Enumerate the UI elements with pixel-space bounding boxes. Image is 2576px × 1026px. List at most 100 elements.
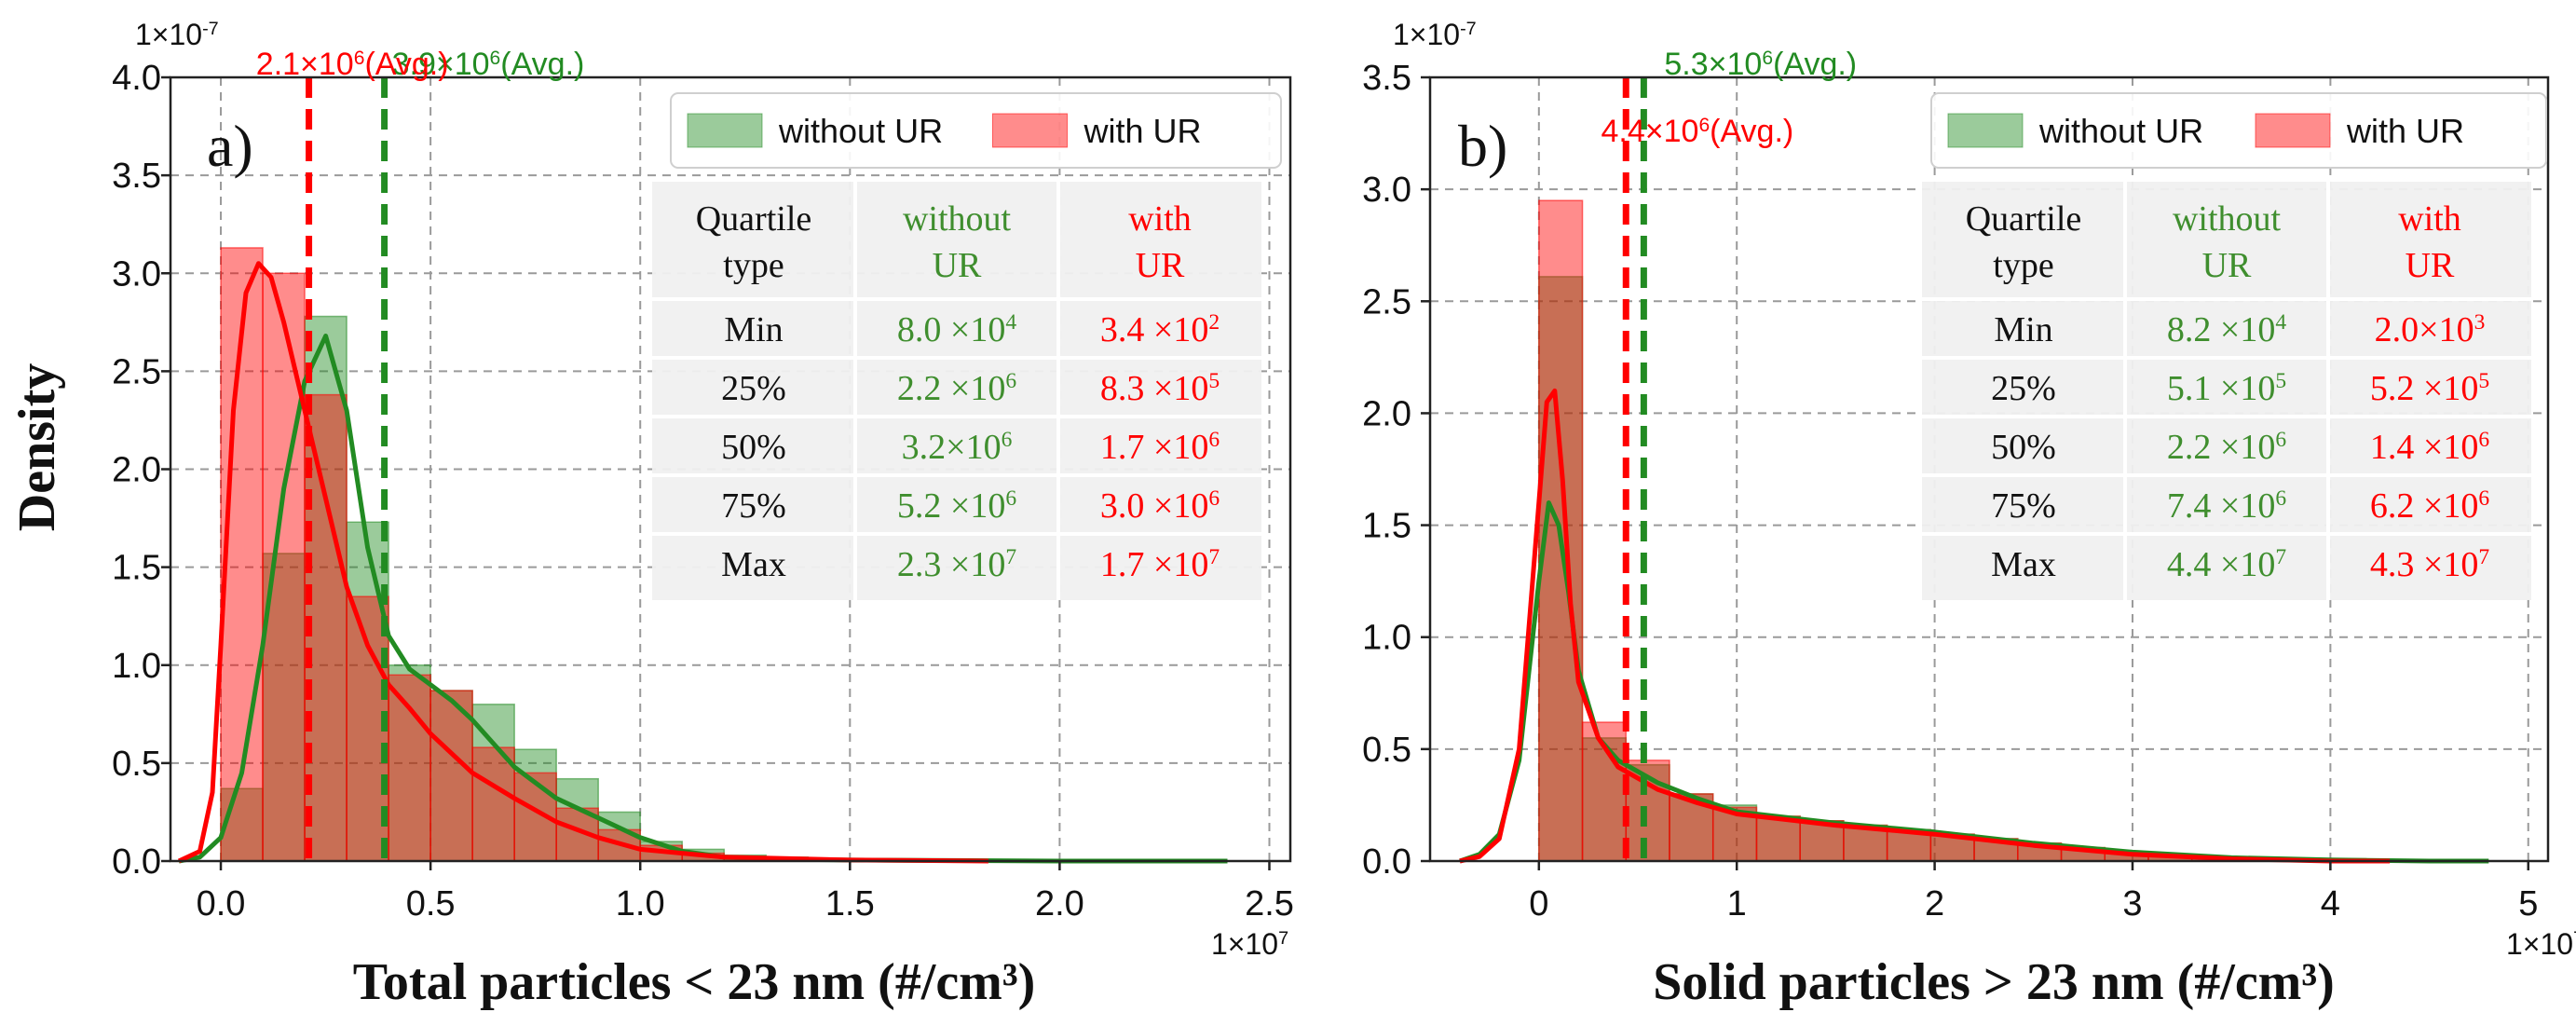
table-cell-without-ur: 3.2×106	[902, 428, 1013, 467]
y-axis-multiplier: 1×10-7	[135, 18, 219, 51]
y-tick-label: 1.5	[1362, 507, 1411, 546]
legend-swatch	[2255, 113, 2331, 148]
y-tick-label: 0.0	[112, 842, 161, 882]
avg-label-without-ur: 3.9×106(Avg.)	[392, 47, 585, 82]
table-row-label: 75%	[721, 486, 786, 526]
chart-panel-b: 0.0 0.5 1.0 1.5 2.0 2.5 3.0 3.5 0 1 2 3 4 5 1×107 1×10-…	[1362, 18, 2576, 1011]
quartile-table: Quartile type without UR with UR Min 8.2 ×104 2.…	[1922, 182, 2531, 600]
hist-bar	[1755, 815, 1801, 862]
y-axis-multiplier: 1×10-7	[1393, 18, 1477, 51]
x-axis-label: Solid particles > 23 nm (#/cm³)	[1653, 953, 2335, 1011]
y-tick-label: 1.0	[112, 647, 161, 686]
y-tick-label: 2.0	[1362, 394, 1411, 433]
legend-label: with UR	[1084, 112, 1202, 150]
avg-label-without-ur: 5.3×106(Avg.)	[1664, 47, 1857, 82]
y-tick-label: 4.0	[112, 59, 161, 98]
table-row-label: 50%	[721, 428, 786, 467]
table-cell-without-ur: 2.2 ×106	[897, 369, 1016, 408]
x-tick-label: 1.0	[616, 884, 665, 923]
y-tick-label: 1.0	[1362, 619, 1411, 658]
kde-curve-with-ur	[1459, 388, 2391, 864]
x-axis-multiplier: 1×107	[2506, 927, 2576, 961]
table-cell-with-ur: 6.2 ×106	[2370, 486, 2489, 526]
x-tick-label: 0.0	[197, 884, 246, 923]
legend-swatch	[1947, 113, 2024, 148]
table-cell-with-ur: 4.3 ×107	[2370, 545, 2489, 584]
legend-swatch	[992, 113, 1068, 148]
y-tick-label: 2.5	[1362, 282, 1411, 321]
chart-panel-a: 0.0 0.5 1.0 1.5 2.0 2.5 3.0 3.5 4.0 0.0 0.5 1.0 1.5 2…	[8, 18, 1294, 1011]
legend-label: without UR	[778, 112, 943, 150]
x-tick-label: 1.5	[825, 884, 875, 923]
table-header-cell: with	[1128, 199, 1192, 239]
x-tick-label: 5	[2518, 884, 2538, 923]
table-header-cell: Quartile	[1966, 199, 2082, 239]
table-row-label: Max	[1991, 545, 2056, 584]
table-cell-without-ur: 2.3 ×107	[897, 545, 1016, 584]
table-background	[652, 182, 1261, 600]
table-cell-with-ur: 1.4 ×106	[2370, 428, 2489, 467]
kde-curve-with-ur	[177, 261, 988, 864]
y-tick-label: 3.0	[112, 254, 161, 294]
legend-swatch	[687, 113, 763, 148]
table-cell-without-ur: 8.2 ×104	[2167, 310, 2286, 349]
legend-box	[670, 92, 1282, 169]
table-row-label: 25%	[1991, 369, 2056, 408]
table-row-label: 50%	[1991, 428, 2056, 467]
legend: without UR with UR	[1930, 92, 2547, 169]
hist-bar	[388, 664, 431, 862]
table-header-cell: UR	[933, 246, 982, 285]
y-axis-label: Density	[8, 363, 66, 531]
table-cell-with-ur: 8.3 ×105	[1100, 369, 1220, 408]
axes-frame	[1428, 75, 2550, 863]
table-cell-with-ur: 1.7 ×106	[1100, 428, 1220, 467]
hist-bar	[1538, 276, 1584, 862]
table-header-cell: UR	[2406, 246, 2455, 285]
avg-label-with-ur: 4.4×106(Avg.)	[1601, 114, 1793, 149]
table-row-label: Max	[721, 545, 786, 584]
table-header-cell: without	[903, 199, 1012, 239]
x-tick-label: 3	[2122, 884, 2142, 923]
table-header-cell: with	[2398, 199, 2461, 239]
x-tick-label: 0.5	[406, 884, 456, 923]
x-tick-label: 0	[1529, 884, 1548, 923]
table-header-cell: type	[723, 246, 784, 285]
table-background	[1922, 182, 2531, 600]
table-cell-with-ur: 3.0 ×106	[1100, 486, 1220, 526]
y-tick-label: 2.5	[112, 352, 161, 391]
table-header-cell: type	[1993, 246, 2053, 285]
hist-bar	[429, 690, 473, 862]
table-header-cell: Quartile	[696, 199, 812, 239]
table-row-label: 75%	[1991, 486, 2056, 526]
table-cell-without-ur: 7.4 ×106	[2167, 486, 2286, 526]
legend: without UR with UR	[670, 92, 1282, 169]
panel-label: b)	[1458, 113, 1507, 179]
x-axis-multiplier: 1×107	[1211, 927, 1288, 961]
x-tick-label: 2	[1925, 884, 1944, 923]
hist-bar	[220, 787, 264, 862]
x-axis-label: Total particles < 23 nm (#/cm³)	[353, 953, 1036, 1011]
legend-label: without UR	[2038, 112, 2203, 150]
y-tick-label: 0.5	[112, 745, 161, 784]
table-cell-with-ur: 5.2 ×105	[2370, 369, 2489, 408]
table-cell-without-ur: 8.0 ×104	[897, 310, 1016, 349]
avg-label-with-ur: 2.1×106(Avg.)	[256, 47, 449, 82]
table-header-cell: without	[2173, 199, 2282, 239]
x-tick-label: 4	[2321, 884, 2340, 923]
hist-bar	[471, 746, 515, 862]
panel-label: a)	[207, 113, 253, 179]
table-header-cell: UR	[1136, 246, 1185, 285]
legend-box	[1930, 92, 2547, 169]
y-tick-label: 0.0	[1362, 842, 1411, 882]
y-tick-label: 3.5	[1362, 59, 1411, 98]
table-cell-without-ur: 5.1 ×105	[2167, 369, 2286, 408]
table-cell-with-ur: 3.4 ×102	[1100, 310, 1220, 349]
hist-bar	[513, 772, 557, 862]
quartile-table: Quartile type without UR with UR Min 8.0 ×104 3.…	[652, 182, 1261, 600]
table-cell-without-ur: 5.2 ×106	[897, 486, 1016, 526]
hist-bar	[262, 272, 306, 862]
table-row-label: 25%	[721, 369, 786, 408]
table-cell-without-ur: 4.4 ×107	[2167, 545, 2286, 584]
y-tick-label: 2.0	[112, 451, 161, 490]
